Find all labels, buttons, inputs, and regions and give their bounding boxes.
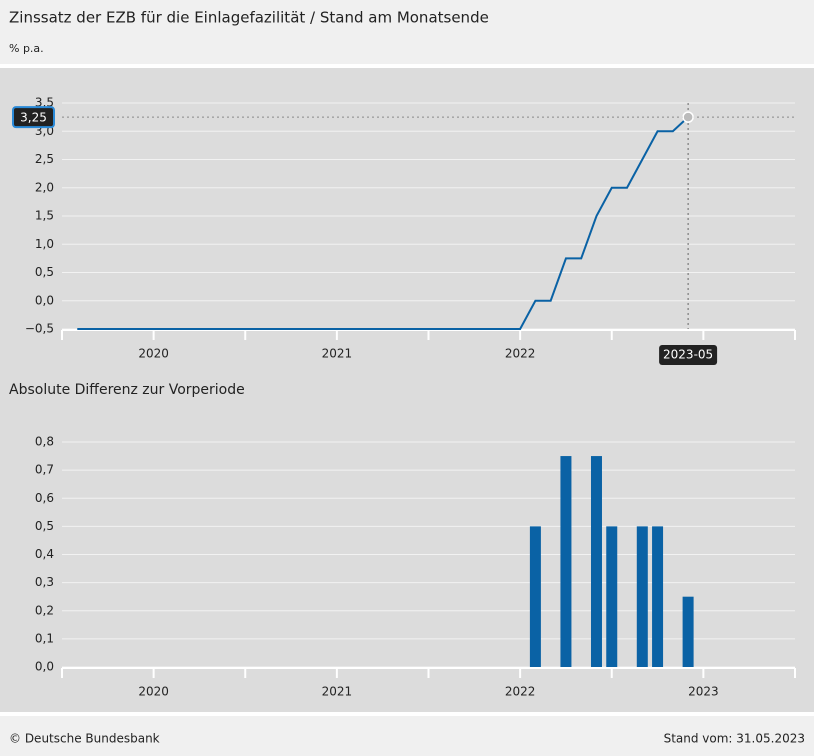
title: Zinssatz der EZB für die Einlagefazilitä… xyxy=(9,9,489,27)
x-tick-label: 2022 xyxy=(505,685,536,699)
y-tick-label: 0,6 xyxy=(35,491,54,505)
footer-date: Stand vom: 31.05.2023 xyxy=(664,732,805,746)
bar xyxy=(652,526,664,667)
y-tick-label: 0,3 xyxy=(35,575,54,589)
bar xyxy=(590,456,602,667)
y-tick-label: 3,5 xyxy=(35,96,54,110)
y-tick-label: 0,8 xyxy=(35,435,54,449)
chart-title: Absolute Differenz zur Vorperiode xyxy=(9,382,245,398)
x-tick-label: 2023 xyxy=(688,685,719,699)
x-tick-label: 2020 xyxy=(138,347,169,361)
y-tick-label: 0,0 xyxy=(35,293,54,307)
y-tick-label: 0,7 xyxy=(35,463,54,477)
y-tick-label: 0,5 xyxy=(35,519,54,533)
bar xyxy=(529,526,541,667)
y-tick-label: −0,5 xyxy=(25,322,54,336)
y-tick-label: 0,5 xyxy=(35,265,54,279)
x-tick-label: 2021 xyxy=(322,347,353,361)
subtitle: % p.a. xyxy=(9,42,44,55)
footer-bg xyxy=(0,716,814,756)
y-tick-label: 1,0 xyxy=(35,237,54,251)
y-tick-label: 0,2 xyxy=(35,603,54,617)
x-tick-label: 2021 xyxy=(322,685,353,699)
x-tooltip-label: 2023-05 xyxy=(663,348,713,362)
hover-point xyxy=(682,111,694,123)
bar xyxy=(606,526,618,667)
y-tick-label: 0,1 xyxy=(35,631,54,645)
header-bg xyxy=(0,0,814,64)
y-tooltip-label: 3,25 xyxy=(20,111,47,125)
x-tick-label: 2020 xyxy=(138,685,169,699)
footer-source: © Deutsche Bundesbank xyxy=(9,732,160,746)
y-tick-label: 2,5 xyxy=(35,152,54,166)
bar xyxy=(682,596,694,667)
y-tick-label: 2,0 xyxy=(35,180,54,194)
y-tick-label: 1,5 xyxy=(35,209,54,223)
chart-bg xyxy=(0,68,814,712)
bar xyxy=(636,526,648,667)
line xyxy=(77,116,689,330)
x-tick-label: 2022 xyxy=(505,347,536,361)
bar xyxy=(560,456,572,667)
y-tick-label: 0,0 xyxy=(35,660,54,674)
y-tick-label: 0,4 xyxy=(35,547,54,561)
x-tooltip xyxy=(659,345,718,365)
y-tooltip xyxy=(12,106,55,129)
